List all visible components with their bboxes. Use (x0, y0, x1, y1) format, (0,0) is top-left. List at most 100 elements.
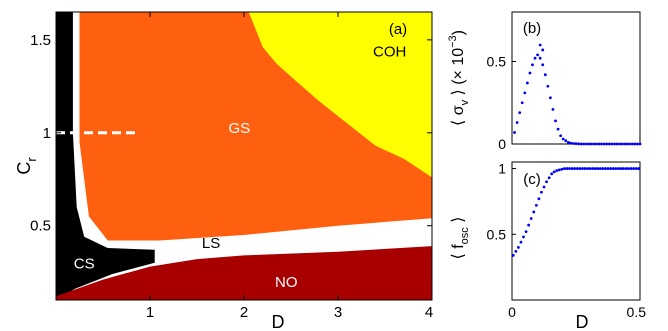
panel-b-point (625, 142, 629, 146)
panel-b-y-axis-label: ⟨ σv ⟩ (× 10−3) (447, 30, 471, 126)
panel-b-point (518, 111, 522, 115)
panel-a-tag: (a) (389, 21, 407, 38)
panel-b-point (538, 56, 542, 60)
panel-b-point (572, 142, 575, 145)
panel-c-y-label-main: ⟨ f (450, 244, 467, 260)
region-label-ls: LS (202, 235, 220, 252)
panel-b-point (584, 142, 588, 146)
panel-b-point (628, 142, 632, 146)
panel-b-point (513, 131, 516, 134)
panel-a-y-axis-label-sub: r (24, 157, 39, 162)
region-label-no: NO (275, 274, 298, 291)
region-label-gs: GS (228, 120, 250, 137)
panel-b-point (577, 142, 580, 146)
panel-b-point (566, 140, 570, 144)
panel-b-point (636, 142, 639, 146)
panel-c-point (573, 167, 577, 170)
panel-c-point (532, 210, 536, 214)
panel-c-y-label-suffix: ⟩ (450, 217, 467, 228)
panel-c-point (619, 167, 623, 170)
panel-c-point (586, 167, 589, 170)
panel-b-point (515, 121, 519, 124)
panel-c-point (593, 167, 597, 170)
panel-a-y-axis-label-main: C (14, 162, 34, 175)
panel-c-point (555, 169, 559, 172)
panel-b-y-label-end: ) (450, 30, 467, 35)
panel-c-point (560, 167, 564, 171)
panel-c-point (598, 167, 602, 170)
panel-b-point (582, 142, 586, 146)
panel-c-point (550, 172, 554, 176)
panel-c-point (616, 167, 620, 170)
region-label-coh: COH (373, 44, 406, 61)
panel-c-point (583, 167, 587, 170)
panel-c-point (578, 167, 582, 170)
panel-c-y-tick-label: 1 (498, 161, 506, 177)
panel-c-ticks: 0.5 1 0 0.5 (487, 161, 647, 320)
panel-c-point (524, 230, 528, 234)
panel-b-point (564, 139, 568, 143)
panel-b-point (592, 142, 596, 146)
panel-b-point (620, 142, 624, 146)
panel-b-point (579, 142, 583, 146)
panel-b-ticks: 00.5 (487, 54, 516, 152)
panel-a: 1 2 3 4 0.5 1 1.5 GS COH LS CS NO (a) D Cr (14, 11, 433, 331)
panel-c-point (517, 246, 520, 249)
panel-b-point (623, 142, 627, 146)
panel-c-point (629, 167, 633, 170)
panel-c-point (632, 167, 635, 170)
panel-b-point (589, 142, 593, 146)
panel-b-point (546, 84, 550, 88)
region-cs (56, 12, 155, 300)
panel-b-point (597, 142, 601, 146)
x-tick-label: 1 (146, 304, 154, 321)
panel-c-point (611, 167, 615, 170)
panel-b-point (561, 137, 565, 141)
panel-c-point (591, 167, 595, 170)
panel-b-point (633, 142, 637, 146)
panel-c-point (537, 197, 541, 201)
panel-c-point (606, 167, 610, 170)
panel-b-frame (511, 11, 641, 145)
panel-b-point (538, 43, 542, 47)
panel-c-x-axis-label: D (576, 312, 589, 331)
panel-c-point (570, 167, 574, 170)
svg-text:⟨ fosc ⟩: ⟨ fosc ⟩ (450, 217, 471, 260)
panel-c-point (637, 167, 641, 170)
panel-b-point (533, 56, 537, 60)
panel-c-point (557, 168, 561, 172)
y-tick-label: 0.5 (30, 218, 51, 235)
panel-b-point (587, 142, 591, 146)
region-coh (248, 12, 432, 178)
panel-b-point (523, 91, 527, 95)
panel-b-point (630, 142, 634, 146)
panel-b-point (556, 127, 560, 131)
region-no (56, 246, 432, 300)
panel-b-point (554, 119, 557, 123)
panel-b-point (607, 142, 611, 146)
panel-b-point (551, 107, 555, 111)
panel-c-point (565, 167, 569, 170)
panel-b-point (541, 63, 545, 67)
panel-c-point (529, 217, 533, 220)
panel-c-point (547, 176, 551, 180)
panel-c-points (511, 167, 641, 257)
panel-c-x-tick-label: 0 (508, 304, 516, 320)
y-tick-label: 1 (43, 125, 51, 142)
panel-b-point (525, 81, 529, 85)
panel-c-point (604, 167, 607, 170)
panel-a-y-axis-label: Cr (14, 157, 39, 175)
x-tick-label: 3 (334, 304, 342, 321)
panel-c-point (614, 167, 618, 170)
panel-b-point (595, 142, 598, 146)
panel-b-point (638, 142, 642, 146)
panel-b-point (541, 48, 545, 52)
panel-b-point (543, 73, 547, 77)
panel-c-y-tick-label: 0.5 (487, 226, 507, 242)
panel-b-point (536, 53, 539, 57)
panel-c-point (627, 167, 630, 170)
panel-b-point (520, 101, 524, 105)
panel-a-ticks: 1 2 3 4 0.5 1 1.5 (30, 12, 433, 321)
panel-c-y-label-sub: osc (459, 227, 471, 245)
